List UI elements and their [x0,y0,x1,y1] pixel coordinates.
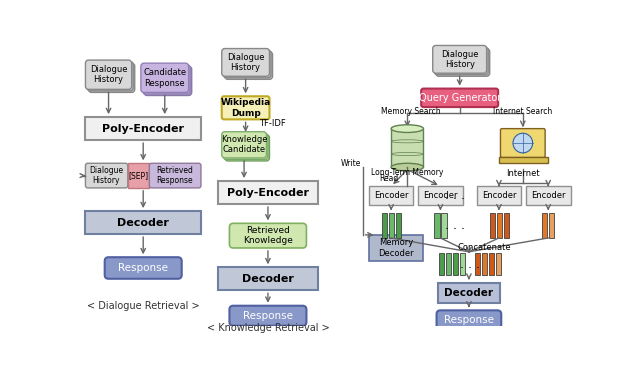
Text: TF-IDF: TF-IDF [259,119,285,128]
FancyBboxPatch shape [86,60,132,89]
Bar [218,181,318,204]
FancyBboxPatch shape [435,47,488,75]
Bar [496,253,501,275]
Bar [369,186,413,205]
Bar [497,213,502,238]
Text: Memory Search: Memory Search [381,107,441,116]
Text: [SEP]: [SEP] [129,171,148,180]
FancyBboxPatch shape [225,135,269,161]
FancyBboxPatch shape [225,52,273,79]
Bar [490,213,495,238]
Text: Poly-Encoder: Poly-Encoder [102,124,184,134]
Text: Candidate
Response: Candidate Response [143,68,186,87]
Text: Dialogue
History: Dialogue History [89,166,124,185]
Bar [435,213,440,238]
Bar [460,253,465,275]
Text: Encoder: Encoder [374,191,408,200]
Text: Dialogue
History: Dialogue History [227,53,264,72]
FancyBboxPatch shape [86,163,128,188]
Text: Dialogue
History: Dialogue History [90,65,127,85]
Bar [369,235,422,261]
Text: Knowledge
Candidate: Knowledge Candidate [221,135,268,154]
FancyBboxPatch shape [221,132,266,158]
Text: < Dialogue Retrieval >: < Dialogue Retrieval > [87,301,200,311]
FancyBboxPatch shape [144,66,192,96]
Bar [218,267,318,290]
FancyBboxPatch shape [143,65,190,94]
Text: Decoder: Decoder [117,217,169,228]
Bar [446,253,451,275]
FancyBboxPatch shape [221,96,269,119]
Bar [438,283,500,303]
Bar [389,213,394,238]
Text: Concatenate: Concatenate [458,243,511,253]
FancyBboxPatch shape [149,163,201,188]
Text: Query Generator: Query Generator [419,93,500,103]
Text: . . .: . . . [445,189,465,202]
FancyBboxPatch shape [230,223,307,248]
Bar [441,213,447,238]
FancyBboxPatch shape [88,63,135,93]
FancyBboxPatch shape [421,89,498,107]
Bar [418,186,463,205]
FancyBboxPatch shape [87,61,133,91]
Text: < Knowledge Retrieval >: < Knowledge Retrieval > [207,323,330,333]
FancyBboxPatch shape [436,310,501,330]
Bar [499,157,548,163]
Bar [439,253,444,275]
Text: Long-Term Memory: Long-Term Memory [371,168,444,177]
Bar [86,211,201,234]
Bar [504,213,509,238]
Bar [542,213,547,238]
Ellipse shape [391,125,424,132]
Bar [382,213,387,238]
Text: . . .: . . . [460,258,481,270]
Text: Internet Search: Internet Search [493,107,552,116]
Text: Wikipedia
Dump: Wikipedia Dump [221,98,271,117]
Bar [526,186,570,205]
Circle shape [513,133,532,153]
Bar [549,213,554,238]
Bar [128,163,149,188]
Text: Read: Read [379,174,398,183]
Text: Write: Write [340,159,361,168]
Bar [452,253,458,275]
FancyBboxPatch shape [500,128,545,157]
FancyBboxPatch shape [436,49,490,76]
FancyBboxPatch shape [223,133,268,160]
Bar [475,253,481,275]
Text: Decoder: Decoder [242,274,294,284]
Bar [396,213,401,238]
Text: . . .: . . . [445,219,465,232]
FancyBboxPatch shape [223,50,271,78]
Text: Dialogue
History: Dialogue History [441,50,479,69]
Bar [489,253,494,275]
FancyBboxPatch shape [433,45,486,73]
FancyBboxPatch shape [105,257,182,279]
Text: Internet: Internet [506,169,540,178]
Bar [391,128,424,167]
FancyBboxPatch shape [230,306,307,326]
Bar [477,186,521,205]
Bar [482,253,488,275]
Text: Encoder: Encoder [423,191,458,200]
Text: Retrieved
Response: Retrieved Response [156,166,193,185]
Text: Response: Response [118,263,168,273]
Text: Encoder: Encoder [482,191,516,200]
Text: Decoder: Decoder [444,288,493,298]
Bar [86,117,201,140]
Text: Response: Response [243,311,293,321]
Text: Encoder: Encoder [531,191,566,200]
Ellipse shape [391,163,424,171]
Text: Response: Response [444,315,494,325]
Text: Retrieved
Knowledge: Retrieved Knowledge [243,226,293,245]
Text: Memory
Decoder: Memory Decoder [378,238,413,258]
Text: Poly-Encoder: Poly-Encoder [227,187,309,198]
FancyBboxPatch shape [141,63,189,93]
FancyBboxPatch shape [221,49,269,76]
